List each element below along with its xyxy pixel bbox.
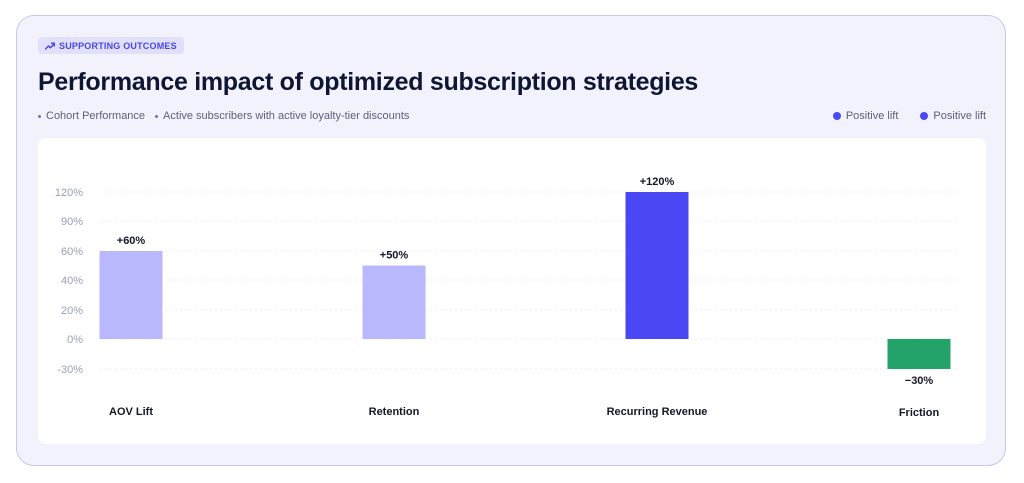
y-tick-label: -30% xyxy=(57,364,83,376)
bar-recurring-revenue xyxy=(625,192,689,339)
bar-value-label: −30% xyxy=(905,375,934,387)
chart-card: SUPPORTING OUTCOMES Performance impact o… xyxy=(16,15,1006,466)
legend-swatch xyxy=(832,112,841,120)
bar-value-label: +120% xyxy=(640,176,675,188)
trending-up-icon xyxy=(45,42,55,50)
bar-friction xyxy=(887,339,951,369)
supporting-outcomes-badge: SUPPORTING OUTCOMES xyxy=(38,37,184,54)
y-tick-label: 90% xyxy=(61,216,83,228)
legend-label: Positive lift xyxy=(933,110,986,122)
legend-swatch xyxy=(920,112,929,120)
badge-label: SUPPORTING OUTCOMES xyxy=(59,40,177,51)
subtitle-item: Cohort Performance xyxy=(38,110,145,122)
y-tick-label: 20% xyxy=(61,305,83,317)
legend-item: Positive lift xyxy=(832,110,899,122)
subtitle-cohort: Cohort Performance xyxy=(46,110,146,122)
y-tick-label: 40% xyxy=(61,275,83,287)
page-title: Performance impact of optimized subscrip… xyxy=(38,68,699,96)
x-category-label: Recurring Revenue xyxy=(607,406,708,418)
subtitle-description: Active subscribers with active loyalty-t… xyxy=(163,110,410,122)
bar-retention xyxy=(362,265,426,339)
x-category-label: Friction xyxy=(899,407,940,419)
bar-value-label: +60% xyxy=(117,235,146,247)
legend-label: Positive lift xyxy=(845,110,899,122)
y-tick-label: 120% xyxy=(55,187,83,199)
chart-legend: Positive lift Positive lift xyxy=(832,110,986,122)
x-category-label: Retention xyxy=(369,406,420,418)
bar-chart: 120% 90% 60% 40% 20% 0% -30% +60% AOV Lift +50% Re… xyxy=(55,176,960,419)
bar-aov-lift xyxy=(99,251,163,339)
chart-panel: 120% 90% 60% 40% 20% 0% -30% +60% AOV Lift +50% Re… xyxy=(38,138,986,444)
bar-value-label: +50% xyxy=(380,250,409,262)
bullet-dot xyxy=(38,114,41,118)
y-tick-label: 0% xyxy=(67,334,83,346)
subtitle-item: Active subscribers with active loyalty-t… xyxy=(155,110,409,122)
subtitle-row: Cohort Performance Active subscribers wi… xyxy=(38,110,409,122)
y-tick-label: 60% xyxy=(61,246,83,258)
legend-item: Positive lift xyxy=(920,110,986,122)
bullet-dot xyxy=(155,114,159,118)
x-category-label: AOV Lift xyxy=(109,406,153,418)
